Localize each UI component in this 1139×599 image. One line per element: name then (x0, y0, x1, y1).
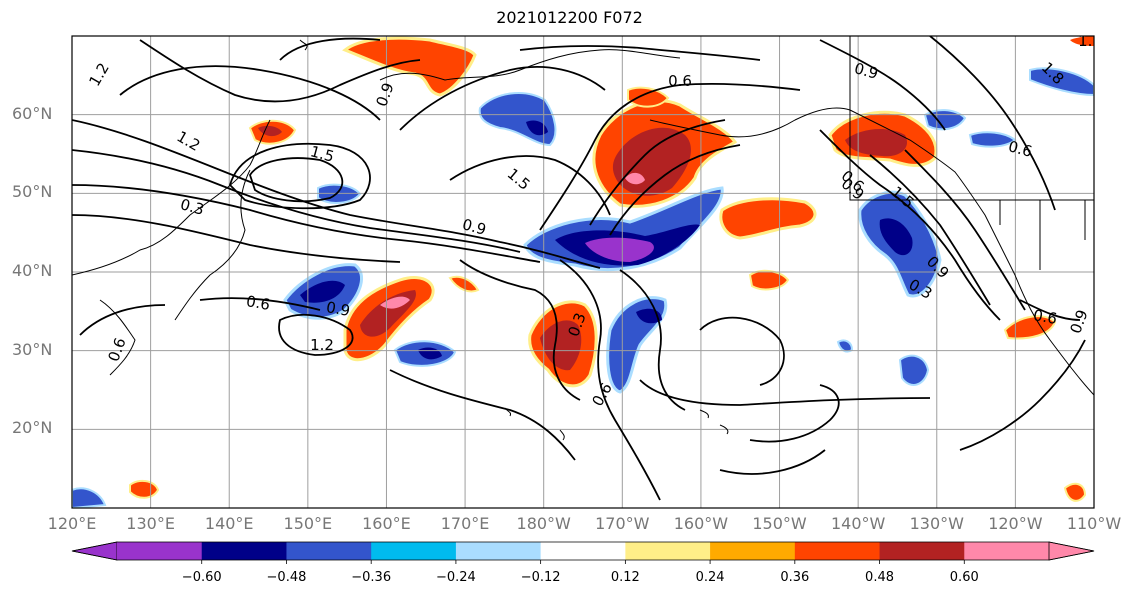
contour-label: 0.6 (668, 72, 692, 90)
longitude-label: 110°W (1066, 514, 1122, 533)
contour-label: 0.9 (325, 298, 352, 320)
colorbar-segment (625, 542, 711, 560)
colorbar-segment (371, 542, 457, 560)
colorbar-extend-high (1048, 541, 1095, 561)
colorbar-tick-label: −0.60 (181, 570, 222, 585)
longitude-label: 140°E (204, 514, 254, 533)
contour-label: 0.9 (852, 59, 880, 83)
map-frame (71, 35, 1095, 509)
latitude-label: 40°N (12, 261, 53, 280)
contour-label: 1.5 (308, 142, 336, 166)
shaded-anomalies (72, 36, 1094, 508)
colorbar-tick-label: 0.60 (949, 570, 979, 585)
contour-labels: 1.21.51.20.90.30.91.50.6 0.91.20.30.60.6 0… (85, 32, 1102, 409)
longitude-label: 170°E (440, 514, 490, 533)
contour-label: 1.2 (1078, 32, 1102, 50)
map-title: 2021012200 F072 (496, 8, 643, 27)
colorbar-segment (201, 542, 287, 560)
colorbar-segment (879, 542, 965, 560)
contour-label: 0.3 (178, 195, 206, 219)
latitude-label: 30°N (12, 339, 53, 359)
longitude-label: 150°W (752, 514, 807, 533)
contour-label: 0.6 (1032, 306, 1059, 328)
longitude-label: 160°E (362, 514, 411, 533)
colorbar-tick-label: −0.36 (351, 570, 392, 585)
colorbar-segment (964, 542, 1050, 560)
contour-lines (72, 36, 1086, 501)
longitude-label: 120°W (988, 514, 1043, 533)
latitude-label: 60°N (12, 103, 53, 123)
longitude-label: 130°W (909, 514, 964, 533)
contour-label: 1.2 (310, 336, 334, 354)
colorbar-tick-label: 0.12 (610, 570, 640, 585)
longitude-label: 160°W (673, 514, 729, 533)
contour-label: 0.6 (1006, 137, 1034, 161)
longitude-label: 180°W (516, 514, 571, 533)
colorbar-segment (286, 542, 372, 560)
colorbar-tick-label: −0.48 (266, 570, 307, 585)
colorbar-tick-label: −0.12 (520, 570, 561, 585)
longitude-label: 140°W (830, 514, 886, 533)
contour-label: 0.9 (460, 215, 488, 239)
contour-label: 0.6 (245, 292, 272, 314)
map-panel: 1.21.51.20.90.30.91.50.6 0.91.20.30.60.6 0… (72, 32, 1102, 508)
longitude-label: 120°E (47, 514, 97, 533)
colorbar (71, 541, 1095, 564)
longitude-label: 170°W (595, 514, 650, 533)
colorbar-segment (455, 542, 542, 560)
colorbar-tick-label: 0.48 (865, 570, 895, 585)
colorbar-tick-label: 0.24 (695, 570, 725, 585)
colorbar-extend-low (71, 541, 118, 561)
longitude-label: 130°E (126, 514, 175, 533)
latitude-label: 20°N (12, 418, 53, 438)
colorbar-frame (71, 541, 1095, 561)
graticule (72, 36, 1094, 508)
colorbar-segment (540, 542, 626, 560)
longitude-label: 150°E (283, 514, 333, 533)
colorbar-tick-label: −0.24 (435, 570, 476, 585)
colorbar-segment (710, 542, 796, 560)
colorbar-segment (794, 542, 881, 560)
colorbar-segment (117, 542, 203, 560)
colorbar-tick-label: 0.36 (780, 570, 810, 585)
latitude-label: 50°N (12, 182, 53, 202)
